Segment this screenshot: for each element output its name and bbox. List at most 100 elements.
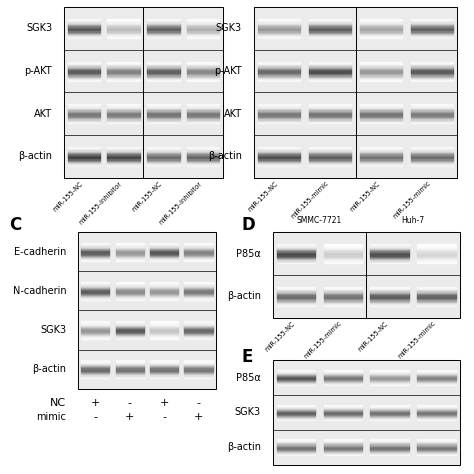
Bar — [150, 256, 178, 257]
Bar — [324, 252, 362, 253]
Bar — [147, 77, 180, 78]
Text: P85α: P85α — [236, 373, 261, 383]
Bar — [187, 27, 219, 28]
Bar — [116, 371, 144, 372]
Bar — [147, 232, 181, 271]
Bar — [356, 135, 407, 178]
Bar — [411, 29, 453, 30]
Bar — [68, 152, 100, 153]
Bar — [309, 69, 351, 71]
Bar — [107, 63, 140, 64]
Bar — [411, 34, 453, 36]
Bar — [360, 65, 402, 67]
Bar — [107, 121, 140, 122]
Bar — [309, 24, 351, 25]
Bar — [324, 254, 362, 255]
Bar — [82, 282, 109, 283]
Bar — [417, 379, 456, 380]
Bar — [277, 253, 315, 254]
Bar — [184, 252, 212, 254]
Bar — [407, 7, 457, 50]
Bar — [254, 92, 304, 135]
Bar — [277, 292, 315, 293]
Bar — [107, 69, 140, 71]
Bar — [107, 105, 140, 107]
Bar — [324, 294, 362, 296]
Bar — [411, 68, 453, 69]
Bar — [277, 258, 315, 259]
Bar — [324, 244, 362, 245]
Bar — [324, 442, 362, 444]
Bar — [147, 165, 180, 166]
Bar — [324, 380, 362, 381]
Bar — [417, 287, 456, 288]
Bar — [116, 299, 144, 300]
Bar — [258, 112, 300, 113]
Bar — [277, 405, 315, 406]
Bar — [184, 374, 212, 375]
Bar — [258, 32, 300, 33]
Bar — [150, 375, 178, 377]
Bar — [184, 286, 212, 287]
Bar — [187, 80, 219, 81]
Bar — [187, 119, 219, 121]
Bar — [324, 412, 362, 413]
Bar — [309, 67, 351, 68]
Bar — [184, 248, 212, 249]
Text: mimic: mimic — [36, 412, 66, 422]
Bar — [309, 110, 351, 112]
Bar — [184, 296, 212, 297]
Bar — [277, 454, 315, 455]
Bar — [360, 29, 402, 30]
Bar — [116, 251, 144, 252]
Bar — [68, 147, 100, 148]
Bar — [187, 110, 219, 112]
Bar — [187, 156, 219, 157]
Bar — [68, 29, 100, 30]
Bar — [277, 296, 315, 297]
Text: miR-155-mimic: miR-155-mimic — [303, 320, 343, 360]
Bar — [411, 160, 453, 161]
Bar — [309, 33, 351, 34]
Bar — [258, 33, 300, 34]
Bar — [116, 363, 144, 364]
Bar — [68, 75, 100, 77]
Bar — [277, 380, 315, 381]
Bar — [150, 321, 178, 322]
Bar — [150, 251, 178, 252]
Bar — [107, 113, 140, 114]
Bar — [324, 419, 362, 420]
Bar — [309, 20, 351, 21]
Bar — [258, 80, 300, 81]
Bar — [277, 288, 315, 289]
Bar — [277, 446, 315, 447]
Bar — [258, 25, 300, 27]
Bar — [309, 105, 351, 107]
Bar — [181, 232, 216, 271]
Bar — [147, 104, 180, 105]
Bar — [417, 411, 456, 412]
Bar — [147, 157, 180, 158]
Bar — [82, 325, 109, 326]
Bar — [309, 157, 351, 158]
Bar — [324, 255, 362, 257]
Bar — [147, 160, 180, 161]
Bar — [116, 330, 144, 332]
Bar — [324, 296, 362, 297]
Bar — [370, 300, 409, 301]
Bar — [360, 62, 402, 63]
Bar — [277, 439, 315, 440]
Bar — [360, 69, 402, 71]
Bar — [411, 25, 453, 27]
Bar — [360, 64, 402, 65]
Bar — [187, 165, 219, 166]
Bar — [68, 67, 100, 68]
Bar — [147, 112, 180, 113]
Bar — [309, 78, 351, 80]
Bar — [417, 303, 456, 305]
Bar — [319, 232, 366, 275]
Bar — [370, 288, 409, 289]
Bar — [370, 257, 409, 258]
Text: +: + — [194, 412, 203, 422]
Bar — [324, 248, 362, 249]
